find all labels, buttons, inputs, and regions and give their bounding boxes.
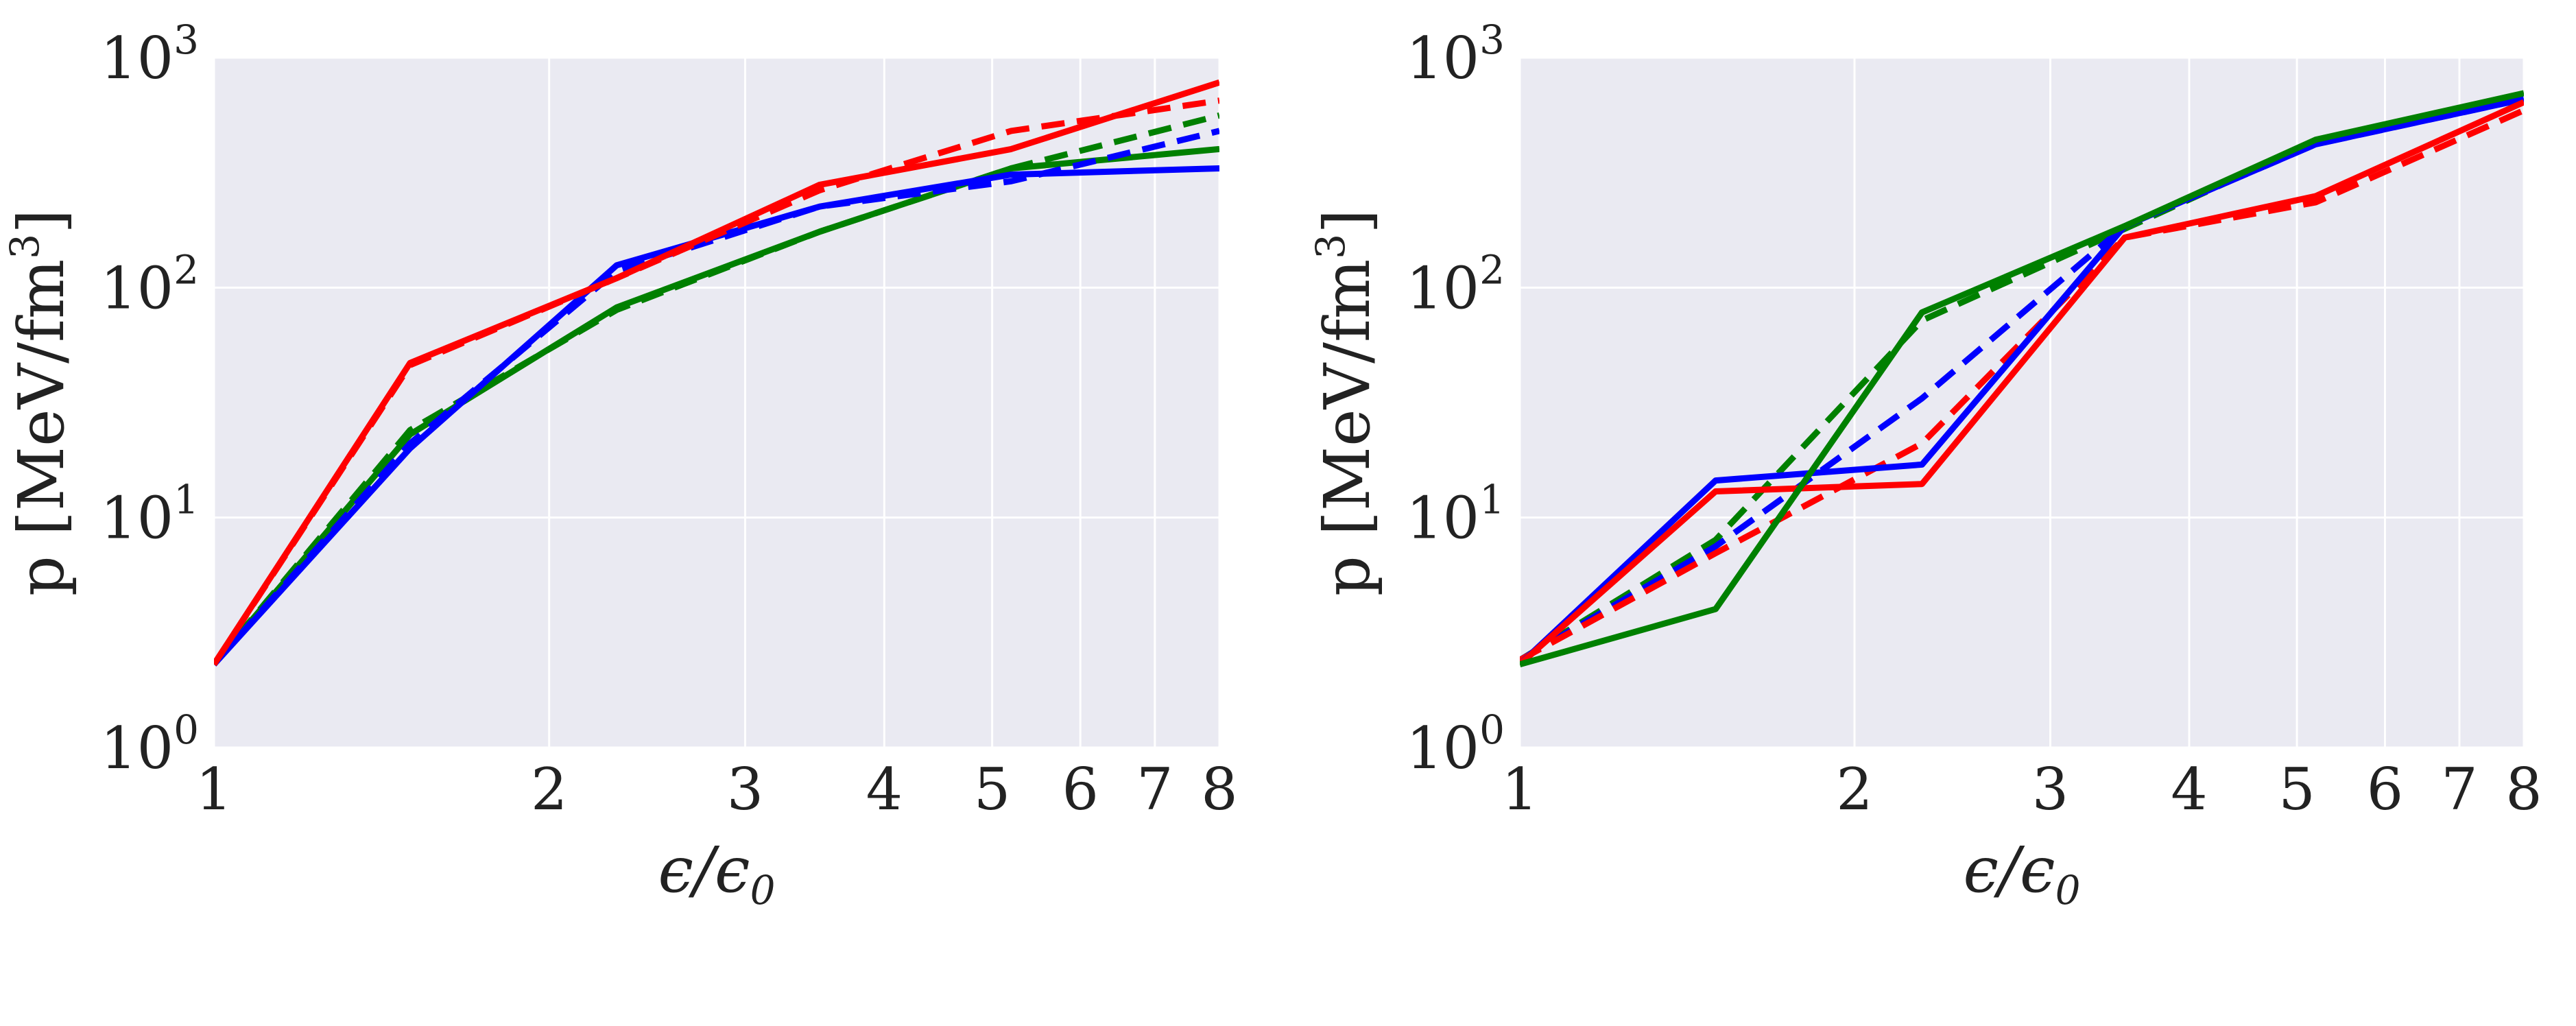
y-tick-label: 103 [100,16,199,92]
x-tick-label: 6 [1062,756,1098,823]
x-axis-label: ϵ/ϵ0 [658,833,776,914]
x-tick-label: 7 [1136,756,1173,823]
y-tick-label: 100 [100,706,199,782]
y-axis-label: p [MeV/fm3] [1,209,78,596]
y-tick-label: 102 [1406,246,1505,322]
x-tick-label: 1 [195,756,232,823]
series-line-2 [214,112,1219,667]
x-tick-label: 8 [2505,756,2542,823]
y-tick-label: 102 [100,246,199,322]
series-line-6 [214,79,1219,667]
x-tick-label: 1 [1501,756,1538,823]
x-tick-label: 5 [2278,756,2315,823]
series-group [214,79,1219,667]
x-axis-label: ϵ/ϵ0 [1964,833,2081,914]
x-tick-label: 4 [866,756,903,823]
series-line-4 [1520,96,2524,667]
x-tick-label: 2 [1836,756,1872,823]
series-line-6 [1520,90,2524,668]
x-tick-label: 5 [974,756,1010,823]
x-tick-label: 6 [2367,756,2403,823]
series-line-2 [1520,96,2524,663]
x-tick-label: 4 [2171,756,2207,823]
series-line-3 [1520,107,2524,663]
y-tick-label: 100 [1406,706,1505,782]
x-tick-label: 3 [2032,756,2068,823]
chart-panel-2: 1 2 3 4 5 6 7 8 100 101 102 103 ϵ/ϵ0 p [MeV/fm3] [1307,16,2542,914]
x-tick-label: 2 [531,756,567,823]
chart-panel-1: 1 2 3 4 5 6 7 8 100 101 102 103 ϵ/ϵ0 p [MeV/fm3] [1,16,1238,914]
y-tick-label: 101 [100,477,199,552]
y-axis-label: p [MeV/fm3] [1307,209,1384,596]
y-tick-label: 103 [1406,16,1505,92]
plot-background [1520,58,2524,748]
x-tick-label: 3 [727,756,763,823]
series-group [1520,90,2524,668]
series-line-4 [214,128,1219,667]
x-tick-label: 8 [1201,756,1237,823]
series-line-5 [1520,99,2524,667]
x-tick-label: 7 [2441,756,2477,823]
y-tick-label: 101 [1406,477,1505,552]
